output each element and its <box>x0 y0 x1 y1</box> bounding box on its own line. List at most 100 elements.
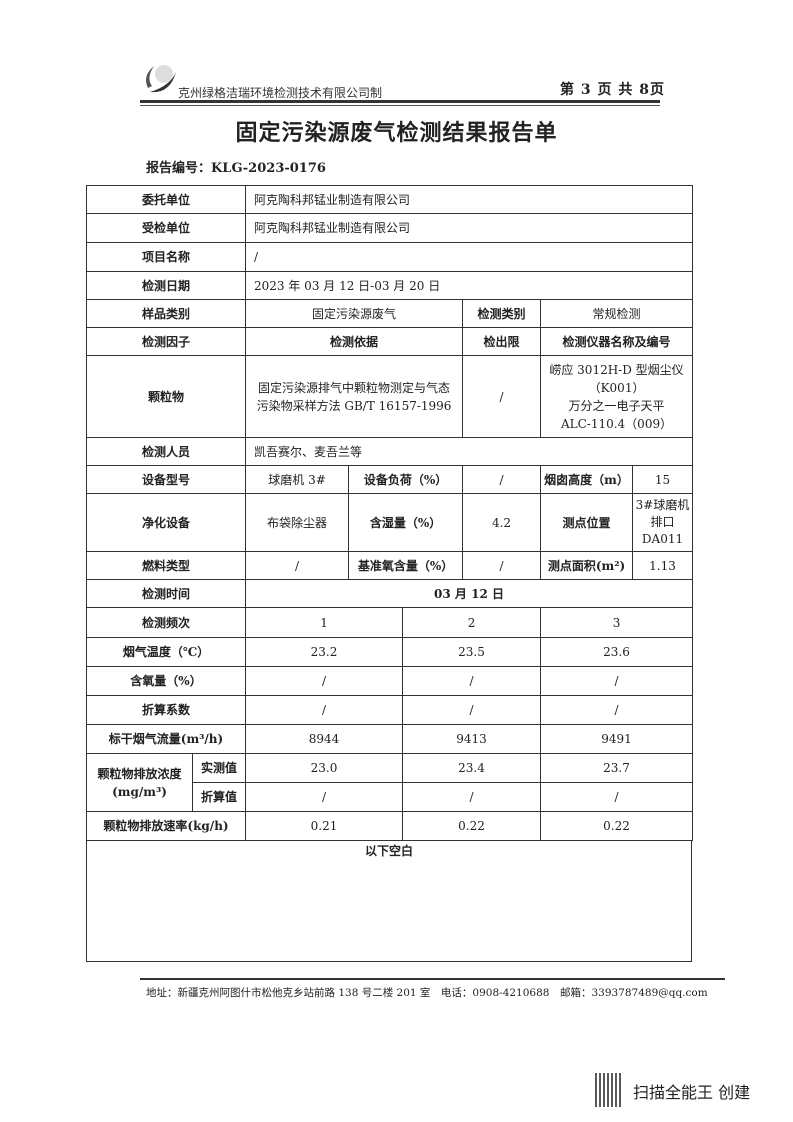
table-row: 颗粒物排放浓度 (mg/m³) 实测值 23.0 23.4 23.7 <box>86 753 694 812</box>
basis-value: 固定污染源排气中颗粒物测定与气态污染物采样方法 GB/T 16157-1996 <box>245 355 464 438</box>
staff-value: 凯吾赛尔、麦吾兰等 <box>245 437 694 466</box>
page-title: 固定污染源废气检测结果报告单 <box>235 120 558 146</box>
limit-header: 检出限 <box>462 327 542 356</box>
basis-header: 检测依据 <box>245 327 464 356</box>
load-label: 设备负荷（%） <box>348 465 464 494</box>
inspected-label: 受检单位 <box>85 213 247 243</box>
freq-2: 2 <box>402 607 542 638</box>
instrument-line: 崂应 3012H-D 型烟尘仪 <box>549 362 684 377</box>
sample-type-label: 样品类别 <box>85 299 247 328</box>
fuel-label: 燃料类型 <box>85 551 247 580</box>
o2-ref-value: / <box>462 551 542 580</box>
freq-label: 检测频次 <box>85 607 247 638</box>
company-logo <box>146 65 176 93</box>
time-label: 检测时间 <box>85 579 247 608</box>
cell: 9491 <box>540 724 694 754</box>
moisture-value: 4.2 <box>462 493 542 552</box>
footer-address: 地址：新疆克州阿图什市松他克乡站前路 138 号二楼 201 室 电话：0908… <box>146 987 708 999</box>
cell: 23.7 <box>540 753 694 783</box>
project-label: 项目名称 <box>85 242 247 272</box>
footer-rule <box>140 978 725 980</box>
qr-code-icon <box>595 1073 623 1107</box>
project-value: / <box>245 242 694 272</box>
measured-label: 实测值 <box>191 753 247 783</box>
header-rule <box>140 105 660 106</box>
row-label: 折算系数 <box>85 695 247 725</box>
report-number: 报告编号：KLG-2023-0176 <box>146 161 326 176</box>
conc-label-text: 颗粒物排放浓度 <box>97 766 182 781</box>
company-name: 克州绿格洁瑞环境检测技术有限公司制 <box>178 86 383 100</box>
point-line: DA011 <box>641 531 684 546</box>
o2-ref-label: 基准氧含量（%） <box>348 551 464 580</box>
table-row: 折算系数 / / / <box>85 695 694 725</box>
cell: 9413 <box>402 724 542 754</box>
cell: / <box>540 695 694 725</box>
date-label: 检测日期 <box>85 271 247 300</box>
stack-height-label: 烟囱高度（m） <box>540 465 634 494</box>
purify-value: 布袋除尘器 <box>245 493 350 552</box>
area-label: 测点面积(m²) <box>540 551 634 580</box>
row-label: 颗粒物排放速率(kg/h) <box>85 811 247 841</box>
test-type-label: 检测类别 <box>462 299 542 328</box>
point-line: 排口 <box>650 515 675 530</box>
report-table: 委托单位 阿克陶科邦锰业制造有限公司 受检单位 阿克陶科邦锰业制造有限公司 项目名称… <box>85 185 694 841</box>
scanner-watermark: 扫描全能王 创建 <box>633 1083 751 1102</box>
cell: 0.21 <box>245 811 404 841</box>
conc-label: 颗粒物排放浓度 (mg/m³) <box>86 753 193 812</box>
factor-header: 检测因子 <box>85 327 247 356</box>
header-rule <box>140 100 660 103</box>
client-label: 委托单位 <box>85 185 247 214</box>
conc-unit: (mg/m³) <box>112 784 167 799</box>
fuel-value: / <box>245 551 350 580</box>
inspected-value: 阿克陶科邦锰业制造有限公司 <box>245 213 694 243</box>
cell: / <box>540 666 694 696</box>
cell: / <box>402 666 542 696</box>
row-label: 烟气温度（℃） <box>85 637 247 667</box>
date-value: 2023 年 03 月 12 日-03 月 20 日 <box>245 271 694 300</box>
point-value: 3#球磨机排口 DA011 <box>632 493 694 552</box>
moisture-label: 含湿量（%） <box>348 493 464 552</box>
client-value: 阿克陶科邦锰业制造有限公司 <box>245 185 694 214</box>
purify-label: 净化设备 <box>85 493 247 552</box>
cell: 23.5 <box>402 637 542 667</box>
cell: 0.22 <box>540 811 694 841</box>
table-row: 折算值 / / / <box>87 782 694 812</box>
cell: 23.6 <box>540 637 694 667</box>
instrument-line: 万分之一电子天平 <box>568 398 665 413</box>
instrument-line: （K001） <box>588 380 645 395</box>
table-row: 含氧量（%） / / / <box>85 666 694 696</box>
point-label: 测点位置 <box>540 493 634 552</box>
table-row: 颗粒物排放速率(kg/h) 0.21 0.22 0.22 <box>85 811 694 841</box>
cell: / <box>245 695 404 725</box>
point-line: 3#球磨机 <box>635 498 690 513</box>
cell: 23.2 <box>245 637 404 667</box>
cell: 8944 <box>245 724 404 754</box>
cell: 0.22 <box>402 811 542 841</box>
stack-height-value: 15 <box>632 465 694 494</box>
staff-label: 检测人员 <box>85 437 247 466</box>
row-label: 含氧量（%） <box>85 666 247 696</box>
factor-value: 颗粒物 <box>85 355 247 438</box>
freq-1: 1 <box>245 607 404 638</box>
table-row: 标干烟气流量(m³/h) 8944 9413 9491 <box>85 724 694 754</box>
freq-3: 3 <box>540 607 694 638</box>
cell: 23.0 <box>245 753 404 783</box>
page-number: 第 3 页 共 8页 <box>560 82 665 98</box>
sample-type-value: 固定污染源废气 <box>245 299 464 328</box>
instrument-header: 检测仪器名称及编号 <box>540 327 694 356</box>
cell: / <box>402 782 542 812</box>
cell: / <box>402 695 542 725</box>
row-label: 标干烟气流量(m³/h) <box>85 724 247 754</box>
equip-value: 球磨机 3# <box>245 465 350 494</box>
equip-label: 设备型号 <box>85 465 247 494</box>
cell: / <box>245 666 404 696</box>
time-value: 03 月 12 日 <box>245 579 694 608</box>
cell: 23.4 <box>402 753 542 783</box>
instrument-line: ALC-110.4（009） <box>560 416 673 431</box>
area-value: 1.13 <box>632 551 694 580</box>
load-value: / <box>462 465 542 494</box>
limit-value: / <box>462 355 542 438</box>
blank-below-note: 以下空白 <box>86 840 692 962</box>
table-row: 烟气温度（℃） 23.2 23.5 23.6 <box>85 637 694 667</box>
cell: / <box>245 782 404 812</box>
